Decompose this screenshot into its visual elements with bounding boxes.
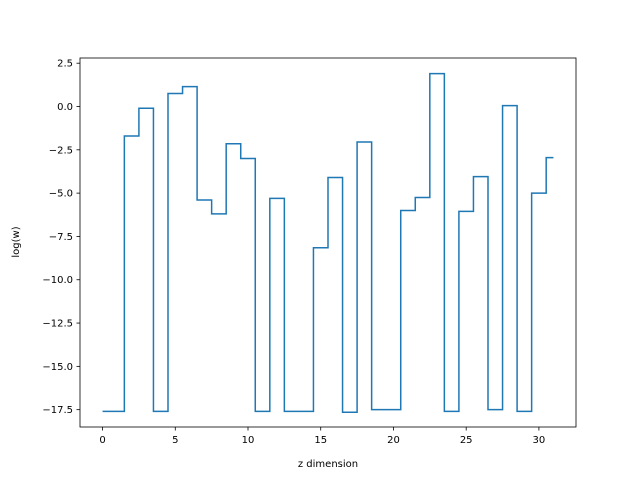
y-tick-label: −15.0 [42,362,73,373]
y-tick-label: −17.5 [42,405,73,416]
y-tick-label: −7.5 [49,232,73,243]
y-axis: 2.5 0.0 −2.5 −5.0 −7.5 −10.0 −12.5 −15.0 −17.5 [42,59,80,416]
x-tick-label: 5 [172,435,178,446]
y-axis-label: log(w) [11,226,22,257]
x-axis: 0 5 10 15 20 25 30 [99,427,545,446]
axes-frame [79,57,577,428]
y-tick-label: 2.5 [57,59,73,70]
y-tick-label: 0.0 [57,102,73,113]
x-tick-label: 0 [99,435,105,446]
x-tick-label: 10 [242,435,255,446]
y-tick-label: −5.0 [49,189,73,200]
y-tick-label: −2.5 [49,145,73,156]
x-tick-label: 30 [533,435,546,446]
x-tick-label: 20 [387,435,400,446]
x-tick-label: 15 [314,435,327,446]
y-tick-label: −12.5 [42,319,73,330]
x-tick-label: 25 [460,435,473,446]
plot-area [102,72,554,414]
series-line-0 [102,72,554,414]
y-tick-label: −10.0 [42,275,73,286]
x-axis-label: z dimension [298,459,358,470]
